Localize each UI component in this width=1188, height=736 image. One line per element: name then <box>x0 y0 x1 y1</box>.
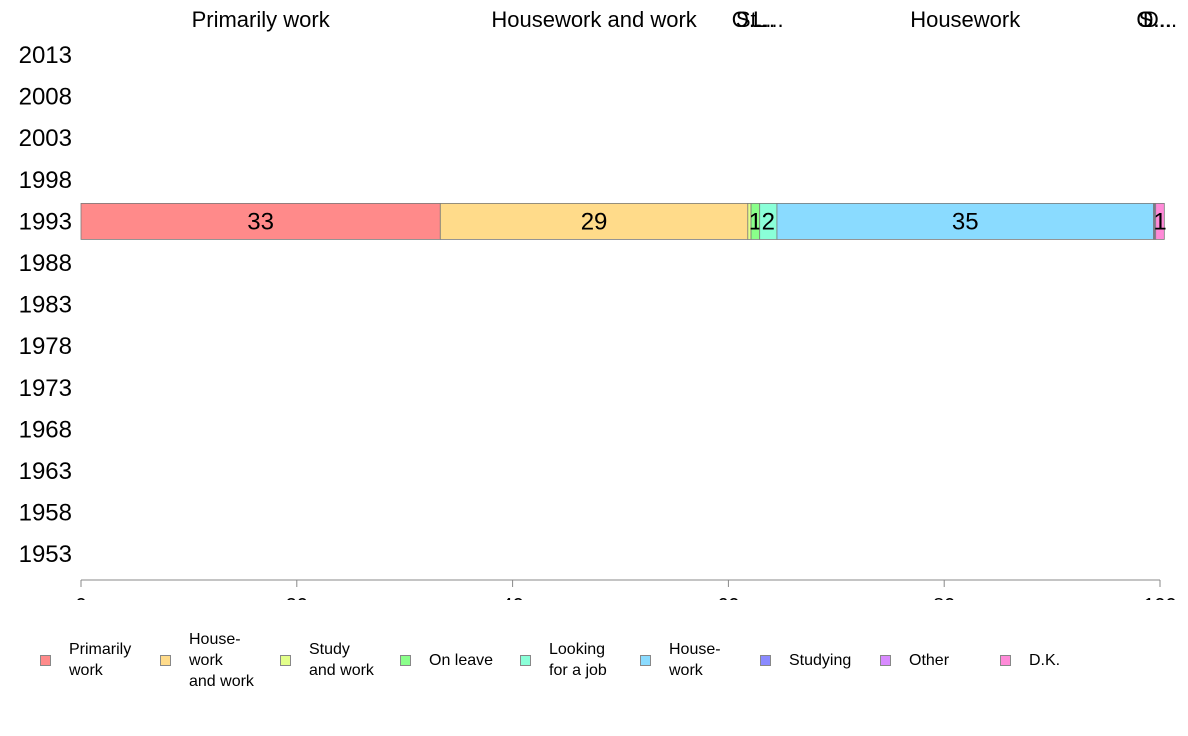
top-label-8: D... <box>1143 7 1177 32</box>
top-label-1: Housework and work <box>491 7 697 32</box>
top-label-5: Housework <box>910 7 1021 32</box>
legend-label: Looking for a job <box>549 641 607 679</box>
legend-swatch <box>640 654 651 666</box>
legend-swatch <box>280 654 291 666</box>
y-tick-label-1983: 1983 <box>19 292 72 319</box>
x-tick-label-0: 0 <box>75 595 86 600</box>
x-tick-label-20: 20 <box>286 595 308 600</box>
legend-item: Looking for a job <box>520 630 607 690</box>
legend-swatch <box>400 654 411 666</box>
legend-item: Primarily work <box>40 630 131 690</box>
legend-label: Other <box>909 651 950 669</box>
legend-item: Study and work <box>280 630 374 690</box>
top-label-3: O... <box>732 7 767 32</box>
legend-item: Studying <box>760 630 851 690</box>
top-label-4: L... <box>753 7 784 32</box>
bar-1993-1 <box>439 202 749 240</box>
data-label-1993-4: 2 <box>762 208 775 235</box>
y-tick-label-1978: 1978 <box>19 333 72 360</box>
legend-label: D.K. <box>1029 651 1061 669</box>
legend-label: Studying <box>789 651 852 669</box>
data-label-1993-3: 1 <box>749 208 762 235</box>
legend-swatch <box>1000 654 1011 666</box>
y-tick-label-1988: 1988 <box>19 250 72 277</box>
legend-label: Study and work <box>309 641 374 679</box>
x-tick-label-40: 40 <box>501 595 523 600</box>
y-tick-label-1958: 1958 <box>19 500 72 527</box>
top-label-2: St... <box>736 7 775 32</box>
legend-label: On leave <box>429 651 494 669</box>
y-tick-label-2008: 2008 <box>19 84 72 111</box>
legend-item: House- work <box>640 630 721 690</box>
x-tick-label-60: 60 <box>717 595 739 600</box>
y-tick-label-1973: 1973 <box>19 375 72 402</box>
legend-swatch <box>760 654 771 666</box>
legend-swatch <box>880 654 891 666</box>
legend-label: House- work and work <box>189 630 254 690</box>
legend-swatch <box>40 654 51 666</box>
chart-legend: Primarily work House- work and work Study … <box>40 630 1180 700</box>
legend-item: House- work and work <box>160 630 254 690</box>
x-tick-label-100: 100 <box>1143 595 1176 600</box>
top-label-7: O... <box>1136 7 1171 32</box>
y-tick-label-1968: 1968 <box>19 416 72 443</box>
legend-swatch <box>520 654 531 666</box>
top-label-6: S... <box>1139 7 1172 32</box>
data-label-1993-5: 35 <box>952 208 979 235</box>
legend-item: Other <box>880 630 949 690</box>
legend-swatch <box>160 654 171 666</box>
data-label-1993-8: 1 <box>1153 208 1166 235</box>
legend-label: House- work <box>669 641 721 679</box>
y-tick-label-2003: 2003 <box>19 125 72 152</box>
legend-item: On leave <box>400 630 493 690</box>
bar-1993-8 <box>1155 202 1165 240</box>
data-label-1993-0: 33 <box>247 208 274 235</box>
bar-1993-0 <box>80 202 441 240</box>
y-tick-label-1953: 1953 <box>19 541 72 568</box>
y-tick-label-1998: 1998 <box>19 167 72 194</box>
legend-item: D.K. <box>1000 630 1060 690</box>
stacked-bar-chart: 2013 2008 2003 1998 1993 1988 1983 1978 1973 1968… <box>19 7 1178 600</box>
y-tick-label-1963: 1963 <box>19 458 72 485</box>
x-tick-label-80: 80 <box>933 595 955 600</box>
y-tick-label-1993: 1993 <box>19 208 72 235</box>
data-label-1993-1: 29 <box>581 208 608 235</box>
legend-label: Primarily work <box>69 641 132 679</box>
y-tick-label-2013: 2013 <box>19 42 72 69</box>
top-label-0: Primarily work <box>192 7 331 32</box>
